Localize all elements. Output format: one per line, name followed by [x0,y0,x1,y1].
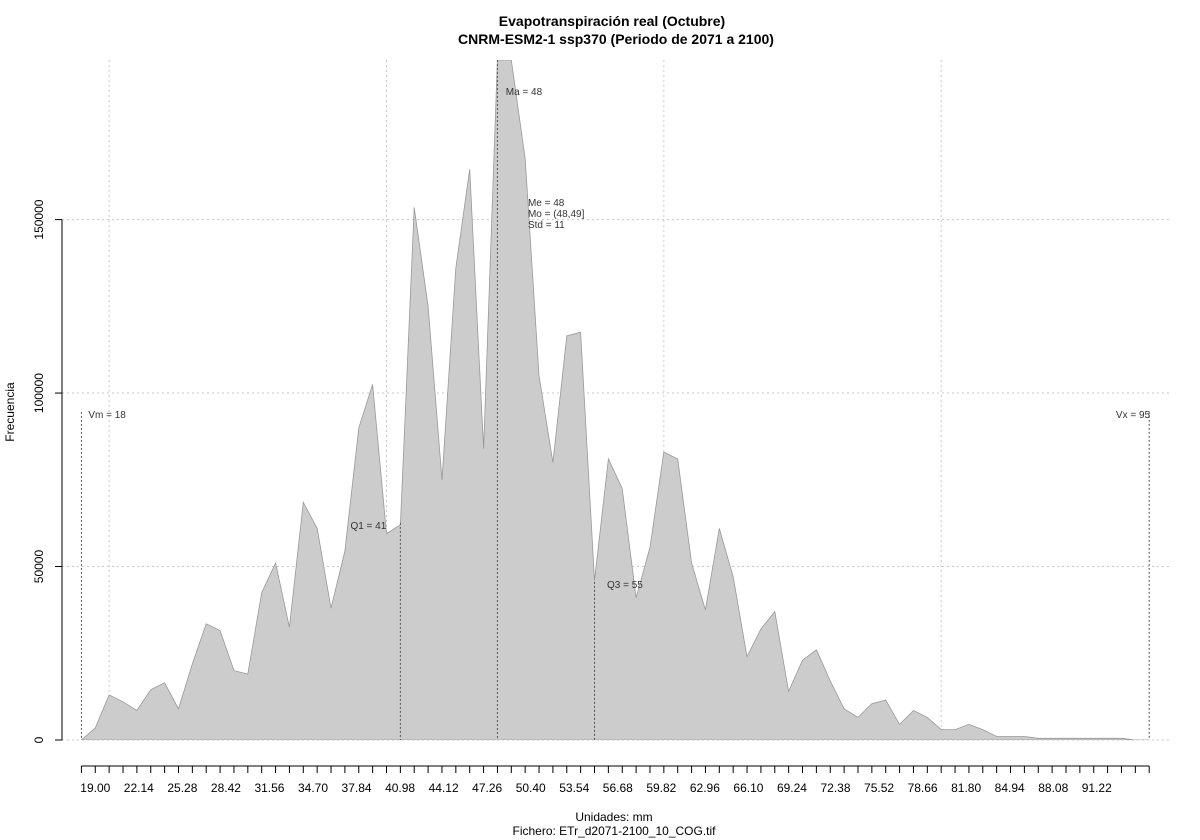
stats-summary-0: Me = 48 [528,198,565,209]
x-tick-label-15: 66.10 [733,781,763,795]
x-tick-label-17: 72.38 [821,781,851,795]
density-area [80,60,1150,740]
y-axis: 0 50000 100000 150000 [32,199,63,743]
x-axis: 19.00 22.14 25.28 28.42 31.56 34.70 37.84 40.98… [80,765,1150,795]
x-tick-label-11: 53.54 [559,781,589,795]
stat-label-2: Ma = 48 [506,87,543,98]
x-tick-label-23: 91.22 [1082,781,1112,795]
y-tick-label-0: 0 [32,736,46,743]
x-tick-label-4: 31.56 [254,781,284,795]
x-tick-label-18: 75.52 [864,781,894,795]
x-tick-label-12: 56.68 [603,781,633,795]
x-tick-label-21: 84.94 [995,781,1025,795]
y-tick-label-1: 50000 [32,550,46,584]
x-tick-label-19: 78.66 [908,781,938,795]
stat-label-3: Q3 = 55 [607,580,643,591]
x-tick-label-5: 34.70 [298,781,328,795]
stats-summary-1: Mo = (48,49] [528,209,585,220]
stat-label-1: Q1 = 41 [350,521,386,532]
x-tick-label-3: 28.42 [211,781,241,795]
y-axis-label: Frecuencia [3,382,17,442]
statistic-lines [80,60,1150,740]
x-tick-label-6: 37.84 [342,781,372,795]
stat-label-4: Vx = 95 [1116,410,1151,421]
chart-subtitle: CNRM-ESM2-1 ssp370 (Periodo de 2071 a 21… [458,31,774,47]
x-tick-label-22: 88.08 [1038,781,1068,795]
x-tick-label-13: 59.82 [646,781,676,795]
chart-title: Evapotranspiración real (Octubre) [499,13,725,29]
stat-label-0: Vm = 18 [88,410,126,421]
x-axis-label: Unidades: mm [575,810,652,824]
x-tick-label-20: 81.80 [951,781,981,795]
file-label: Fichero: ETr_d2071-2100_10_COG.tif [513,824,717,838]
y-tick-label-3: 150000 [32,199,46,239]
statistic-annotations: Vm = 18 Q1 = 41 Ma = 48 Q3 = 55 Vx = 95 Me = … [88,87,1150,591]
x-tick-label-2: 25.28 [167,781,197,795]
density-polygon [80,60,1150,740]
x-tick-label-8: 44.12 [429,781,459,795]
x-tick-label-14: 62.96 [690,781,720,795]
x-tick-label-10: 50.40 [516,781,546,795]
stats-summary-2: Std = 11 [528,220,565,231]
x-tick-label-16: 69.24 [777,781,807,795]
x-tick-label-1: 22.14 [124,781,154,795]
y-tick-label-2: 100000 [32,373,46,413]
x-tick-label-9: 47.26 [472,781,502,795]
x-tick-label-7: 40.98 [385,781,415,795]
x-tick-label-0: 19.00 [80,781,110,795]
